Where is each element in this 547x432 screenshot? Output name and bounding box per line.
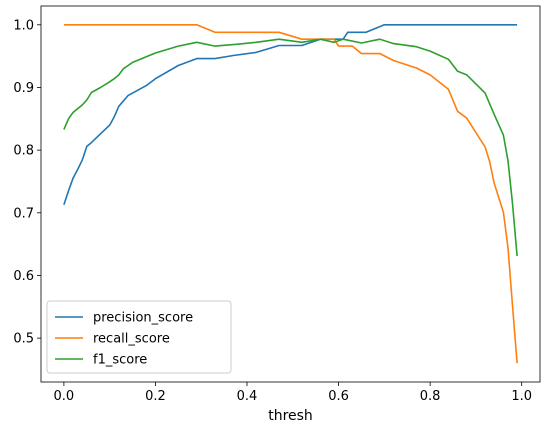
series-line-recall-score [63, 23, 518, 364]
x-tick-label: 0.0 [54, 389, 75, 404]
x-tick-label: 0.4 [237, 389, 258, 404]
legend-label: precision_score [93, 311, 193, 326]
y-tick-label: 0.5 [13, 332, 34, 347]
y-tick-label: 0.9 [13, 81, 34, 96]
legend-label: recall_score [93, 332, 170, 347]
y-tick-label: 0.8 [13, 144, 34, 159]
x-tick-label: 0.6 [328, 389, 349, 404]
legend-label: f1_score [93, 353, 147, 368]
x-axis-label: thresh [268, 408, 313, 424]
series-line-f1-score [63, 38, 518, 257]
x-tick-label: 0.8 [420, 389, 441, 404]
legend: precision_score recall_score f1_score [46, 300, 232, 374]
series-layer [63, 23, 518, 364]
y-tick-label: 0.6 [13, 269, 34, 284]
axes-frame [40, 5, 541, 383]
series-line-precision-score [63, 23, 518, 205]
x-tick-label: 1.0 [511, 389, 532, 404]
y-tick-label: 0.7 [13, 206, 34, 221]
legend-box [46, 300, 232, 374]
x-tick-label: 0.2 [145, 389, 166, 404]
ticks-layer: 0.0 0.2 0.4 0.6 0.8 1.0 0.5 0.6 0.7 0.8 0.9 1.0 [13, 18, 532, 404]
y-tick-label: 1.0 [13, 18, 34, 33]
